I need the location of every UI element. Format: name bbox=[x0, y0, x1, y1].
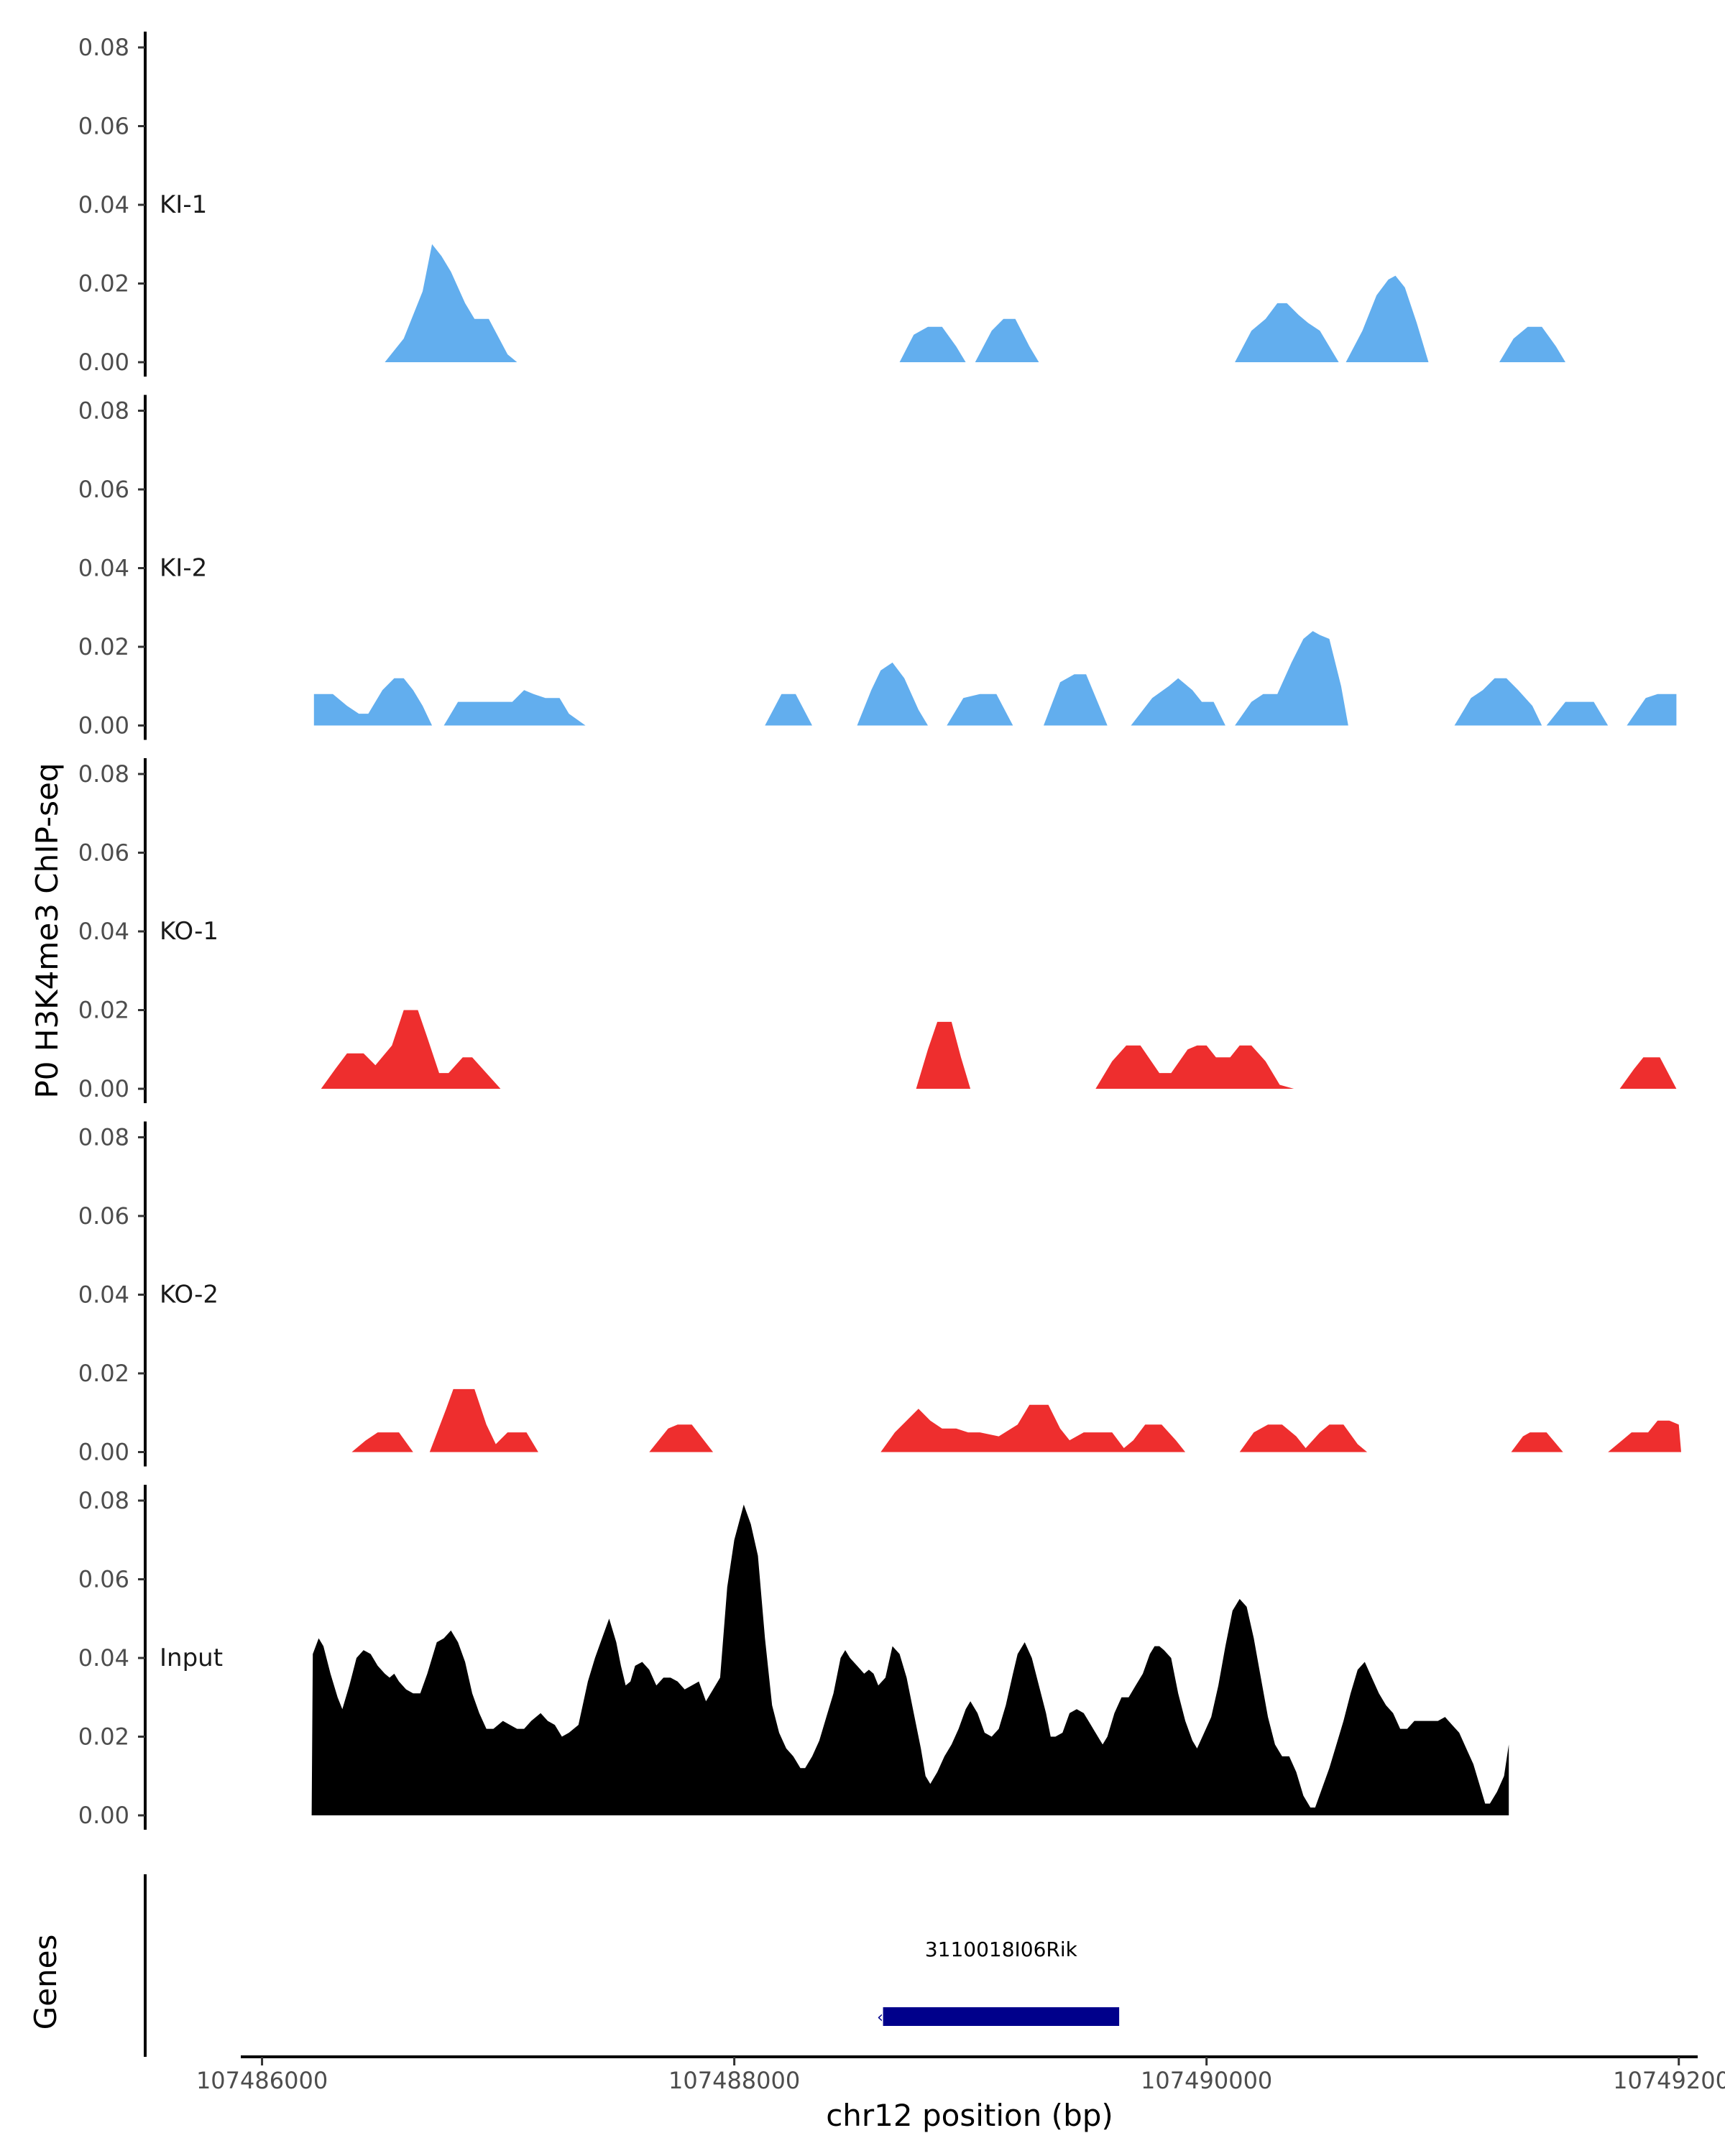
y-tick-label: 0.02 bbox=[78, 1360, 129, 1387]
x-ticks: 107486000 107488000 107490000 107492000 bbox=[196, 2057, 1725, 2094]
signal-peak-ki-2 bbox=[1131, 678, 1225, 726]
y-tick-label: 0.08 bbox=[78, 760, 129, 788]
signal-peak-ko-2 bbox=[1608, 1420, 1681, 1452]
signal-peak-ki-2 bbox=[1044, 674, 1108, 726]
signal-peak-ki-2 bbox=[947, 694, 1013, 726]
signal-peak-ki-2 bbox=[1454, 678, 1542, 726]
track-ko-2: 0.00 0.02 0.04 0.06 0.08 KO-2 bbox=[78, 1121, 1681, 1467]
y-tick-label: 0.08 bbox=[78, 397, 129, 425]
y-tick-label: 0.00 bbox=[78, 349, 129, 376]
gene-strand-arrow-icon: ‹ bbox=[877, 2009, 883, 2027]
signal-peak-ko-2 bbox=[880, 1404, 1186, 1452]
track-input: 0.00 0.02 0.04 0.06 0.08 Input bbox=[78, 1485, 1509, 1830]
track-label: Input bbox=[160, 1644, 223, 1672]
y-tick-label: 0.06 bbox=[78, 1202, 129, 1230]
signal-peak-ko-1 bbox=[1095, 1045, 1294, 1089]
track-label: KI-2 bbox=[160, 554, 207, 583]
tracks-layer: 0.00 0.02 0.04 0.06 0.08 KI-1 0.00 0.02 0.04 0.06… bbox=[78, 32, 1681, 1830]
signal-peak-ko-1 bbox=[1619, 1057, 1677, 1089]
signal-peak-ko-1 bbox=[321, 1010, 501, 1089]
y-tick-label: 0.08 bbox=[78, 34, 129, 61]
x-axis: 107486000 107488000 107490000 107492000 chr… bbox=[196, 2055, 1725, 2133]
track-label: KO-1 bbox=[160, 917, 218, 946]
signal-peak-ki-1 bbox=[1346, 275, 1429, 362]
y-tick-label: 0.00 bbox=[78, 1802, 129, 1829]
signal-peak-ki-1 bbox=[975, 318, 1039, 362]
signal-peak-ki-2 bbox=[765, 694, 812, 726]
signal-peak-ki-2 bbox=[857, 662, 928, 726]
y-tick-label: 0.00 bbox=[78, 1439, 129, 1466]
signal-peak-ko-2 bbox=[351, 1432, 413, 1452]
y-tick-label: 0.00 bbox=[78, 1075, 129, 1102]
y-axis-title: P0 H3K4me3 ChIP-seq bbox=[29, 763, 65, 1098]
x-axis-title: chr12 position (bp) bbox=[826, 2098, 1113, 2133]
signal-peak-ki-2 bbox=[1235, 631, 1348, 726]
x-tick-label: 107490000 bbox=[1141, 2067, 1272, 2094]
y-tick-label: 0.08 bbox=[78, 1124, 129, 1151]
y-tick-label: 0.08 bbox=[78, 1487, 129, 1514]
y-tick-label: 0.04 bbox=[78, 918, 129, 945]
track-ki-2: 0.00 0.02 0.04 0.06 0.08 KI-2 bbox=[78, 395, 1677, 740]
genes-axis-title: Genes bbox=[28, 1935, 63, 2030]
y-tick-label: 0.02 bbox=[78, 1723, 129, 1751]
gene-body[interactable] bbox=[883, 2007, 1120, 2026]
x-tick-label: 107492000 bbox=[1613, 2067, 1725, 2094]
signal-peak-ko-1 bbox=[916, 1021, 971, 1089]
signal-peak-ki-1 bbox=[1499, 326, 1565, 362]
signal-peak-ki-1 bbox=[385, 244, 518, 362]
signal-peak-ki-2 bbox=[1627, 694, 1677, 726]
track-label: KO-2 bbox=[160, 1281, 218, 1309]
y-tick-label: 0.02 bbox=[78, 633, 129, 660]
signal-peak-input bbox=[311, 1504, 1509, 1815]
track-label: KI-1 bbox=[160, 190, 207, 219]
y-tick-label: 0.00 bbox=[78, 712, 129, 740]
signal-peak-ki-1 bbox=[899, 326, 966, 362]
signal-peak-ki-2 bbox=[313, 678, 586, 726]
y-tick-label: 0.06 bbox=[78, 476, 129, 503]
y-tick-label: 0.02 bbox=[78, 270, 129, 298]
y-tick-label: 0.06 bbox=[78, 1566, 129, 1593]
y-tick-label: 0.06 bbox=[78, 839, 129, 867]
signal-peak-ko-2 bbox=[429, 1388, 538, 1452]
genes-panel: Genes 3110018I06Rik ‹ bbox=[28, 1874, 1120, 2057]
x-tick-label: 107488000 bbox=[668, 2067, 800, 2094]
y-tick-label: 0.06 bbox=[78, 113, 129, 140]
y-tick-label: 0.04 bbox=[78, 1644, 129, 1672]
signal-peak-ki-2 bbox=[1546, 701, 1609, 726]
y-tick-label: 0.04 bbox=[78, 1281, 129, 1309]
x-tick-label: 107486000 bbox=[196, 2067, 328, 2094]
signal-peak-ko-2 bbox=[649, 1424, 714, 1452]
track-ki-1: 0.00 0.02 0.04 0.06 0.08 KI-1 bbox=[78, 32, 1565, 377]
signal-peak-ko-2 bbox=[1239, 1424, 1368, 1452]
y-tick-label: 0.04 bbox=[78, 191, 129, 218]
signal-peak-ki-1 bbox=[1235, 303, 1339, 362]
track-ko-1: 0.00 0.02 0.04 0.06 0.08 KO-1 bbox=[78, 758, 1677, 1103]
y-tick-label: 0.02 bbox=[78, 997, 129, 1024]
signal-peak-ko-2 bbox=[1511, 1432, 1563, 1452]
y-tick-label: 0.04 bbox=[78, 555, 129, 582]
gene-label: 3110018I06Rik bbox=[925, 1938, 1078, 1961]
